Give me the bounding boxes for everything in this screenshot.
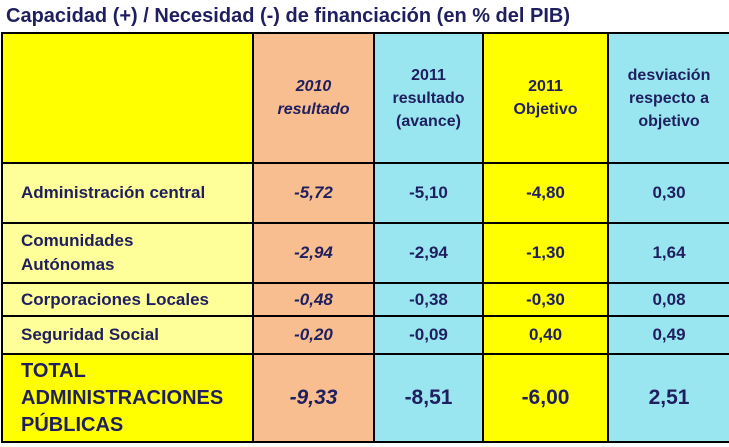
cell-desviacion: 1,64 [607, 222, 729, 284]
table-row: Administración central -5,72 -5,10 -4,80… [1, 162, 729, 224]
table-title: Capacidad (+) / Necesidad (-) de financi… [6, 5, 571, 27]
cell-2011: -2,94 [373, 222, 484, 284]
total-desviacion: 2,51 [607, 353, 729, 443]
row-label: Seguridad Social [1, 315, 254, 355]
cell-objetivo: -4,80 [482, 162, 609, 224]
total-label: TOTAL ADMINISTRACIONES PÚBLICAS [1, 353, 254, 443]
row-label: Corporaciones Locales [1, 282, 254, 317]
total-2011: -8,51 [373, 353, 484, 443]
cell-2011: -5,10 [373, 162, 484, 224]
total-row: TOTAL ADMINISTRACIONES PÚBLICAS -9,33 -8… [1, 353, 729, 443]
cell-2011: -0,09 [373, 315, 484, 355]
header-2011-objetivo: 2011 Objetivo [482, 32, 609, 164]
header-desviacion: desviación respecto a objetivo [607, 32, 729, 164]
cell-2010: -0,20 [252, 315, 375, 355]
header-row: 2010 resultado 2011 resultado (avance) 2… [1, 32, 729, 164]
table-row: Comunidades Autónomas -2,94 -2,94 -1,30 … [1, 222, 729, 284]
cell-desviacion: 0,08 [607, 282, 729, 317]
row-label: Comunidades Autónomas [1, 222, 254, 284]
header-corner [1, 32, 254, 164]
cell-2010: -0,48 [252, 282, 375, 317]
cell-2011: -0,38 [373, 282, 484, 317]
cell-2010: -2,94 [252, 222, 375, 284]
cell-objetivo: -1,30 [482, 222, 609, 284]
cell-desviacion: 0,49 [607, 315, 729, 355]
row-label: Administración central [1, 162, 254, 224]
cell-objetivo: -0,30 [482, 282, 609, 317]
cell-2010: -5,72 [252, 162, 375, 224]
total-2010: -9,33 [252, 353, 375, 443]
header-2010-resultado: 2010 resultado [252, 32, 375, 164]
cell-objetivo: 0,40 [482, 315, 609, 355]
table-row: Seguridad Social -0,20 -0,09 0,40 0,49 [1, 315, 729, 355]
financing-table: 2010 resultado 2011 resultado (avance) 2… [1, 32, 729, 443]
cell-desviacion: 0,30 [607, 162, 729, 224]
table-row: Corporaciones Locales -0,48 -0,38 -0,30 … [1, 282, 729, 317]
header-2011-resultado: 2011 resultado (avance) [373, 32, 484, 164]
total-objetivo: -6,00 [482, 353, 609, 443]
